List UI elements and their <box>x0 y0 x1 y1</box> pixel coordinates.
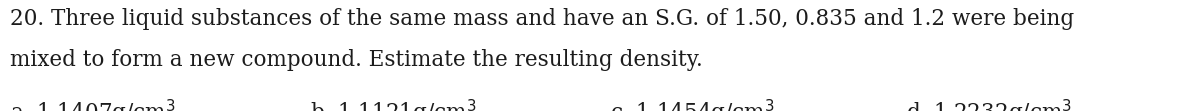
Text: 20. Three liquid substances of the same mass and have an S.G. of 1.50, 0.835 and: 20. Three liquid substances of the same … <box>10 8 1074 30</box>
Text: mixed to form a new compound. Estimate the resulting density.: mixed to form a new compound. Estimate t… <box>10 49 702 71</box>
Text: a. 1.1407g/cm$^3$: a. 1.1407g/cm$^3$ <box>10 98 175 111</box>
Text: d. 1.2232g/cm$^3$: d. 1.2232g/cm$^3$ <box>906 98 1072 111</box>
Text: b. 1.1121g/cm$^3$: b. 1.1121g/cm$^3$ <box>310 98 476 111</box>
Text: c. 1.1454g/cm$^3$: c. 1.1454g/cm$^3$ <box>610 98 774 111</box>
